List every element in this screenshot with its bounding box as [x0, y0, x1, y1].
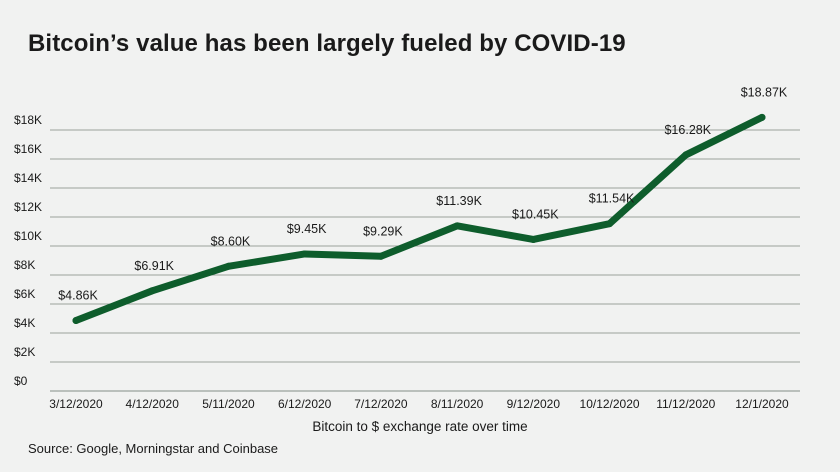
data-point	[606, 220, 614, 228]
y-tick-label: $16K	[14, 142, 42, 156]
x-tick-label: 12/1/2020	[735, 397, 789, 411]
y-tick-label: $4K	[14, 316, 35, 330]
data-point	[148, 287, 156, 295]
data-label: $6.91K	[134, 259, 174, 273]
x-tick-label: 11/12/2020	[656, 397, 715, 411]
x-tick-label: 9/12/2020	[507, 397, 561, 411]
x-tick-label: 5/11/2020	[202, 397, 255, 411]
y-tick-label: $14K	[14, 171, 42, 185]
data-label: $18.87K	[741, 85, 788, 99]
data-label: $11.39K	[436, 194, 482, 208]
data-label: $4.86K	[58, 289, 98, 303]
data-point	[758, 113, 766, 121]
chart-title: Bitcoin’s value has been largely fueled …	[28, 30, 626, 57]
series-line-group	[72, 113, 766, 325]
data-label: $8.60K	[211, 234, 251, 248]
data-point	[453, 222, 461, 230]
data-label: $11.54K	[589, 192, 635, 206]
data-point	[224, 262, 232, 270]
x-tick-label: 8/11/2020	[431, 397, 484, 411]
data-point	[301, 250, 309, 258]
x-axis-ticks: 3/12/2020 4/12/2020 5/11/2020 6/12/2020 7/12…	[49, 397, 789, 411]
y-tick-label: $18K	[14, 113, 42, 127]
y-tick-label: $8K	[14, 258, 35, 272]
y-tick-label: $2K	[14, 345, 35, 359]
x-tick-label: 10/12/2020	[580, 397, 640, 411]
y-tick-label: $12K	[14, 200, 42, 214]
data-labels: $4.86K $6.91K $8.60K $9.45K $9.29K $11.39K $10…	[58, 85, 788, 302]
y-tick-label: $0	[14, 374, 28, 388]
y-tick-label: $6K	[14, 287, 35, 301]
source-note: Source: Google, Morningstar and Coinbase	[28, 441, 279, 456]
x-axis-title: Bitcoin to $ exchange rate over time	[312, 419, 527, 434]
data-label: $16.28K	[664, 123, 711, 137]
x-tick-label: 4/12/2020	[126, 397, 180, 411]
y-tick-label: $10K	[14, 229, 42, 243]
gridlines	[50, 129, 800, 392]
data-label: $9.45K	[287, 222, 327, 236]
data-point	[529, 235, 537, 243]
x-tick-label: 7/12/2020	[354, 397, 408, 411]
data-point	[377, 252, 385, 260]
data-point	[72, 317, 80, 325]
x-tick-label: 3/12/2020	[49, 397, 103, 411]
data-label: $10.45K	[512, 207, 559, 221]
series-line	[72, 113, 766, 325]
data-point	[682, 151, 690, 159]
data-label: $9.29K	[363, 224, 403, 238]
x-tick-label: 6/12/2020	[278, 397, 332, 411]
y-axis-ticks: $0 $2K $4K $6K $8K $10K $12K $14K $16K $18K	[14, 113, 42, 388]
